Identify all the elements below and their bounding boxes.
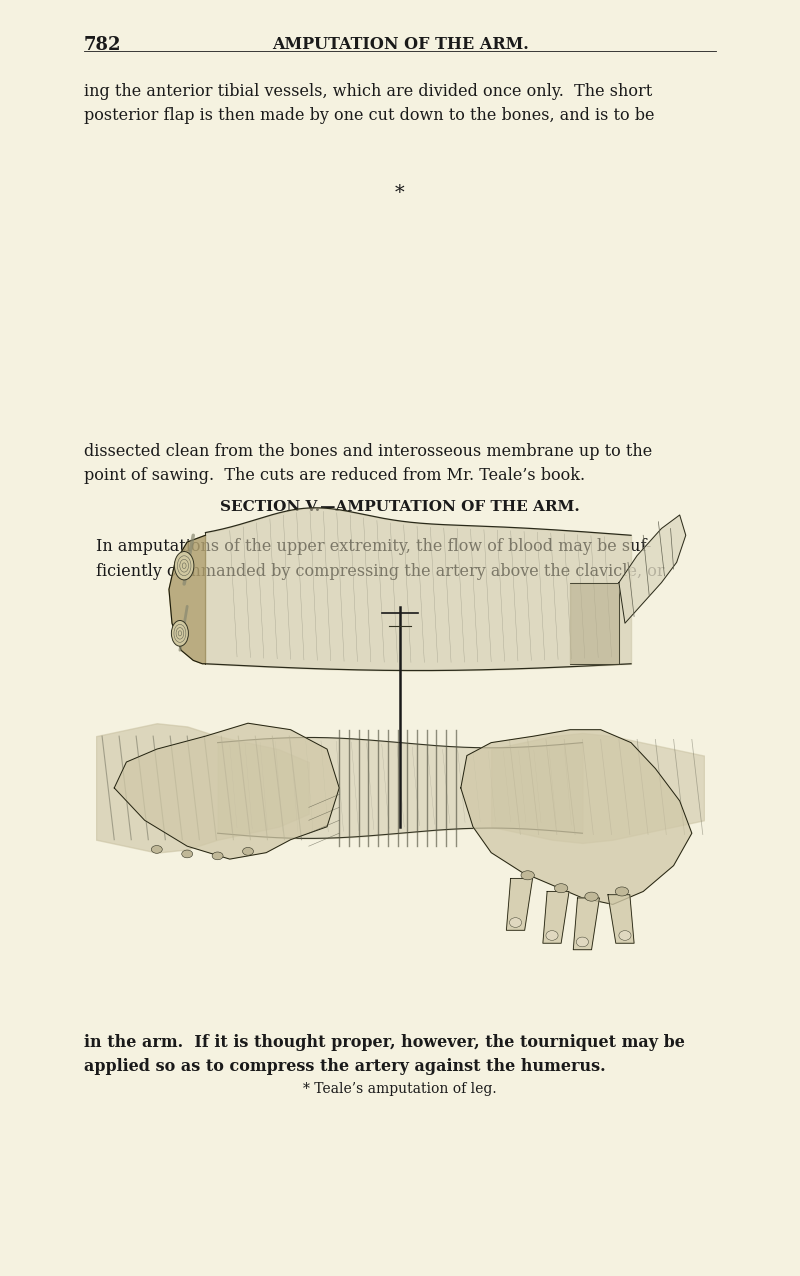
Text: * Teale’s amputation of leg.: * Teale’s amputation of leg. <box>303 1082 497 1096</box>
Polygon shape <box>169 536 206 664</box>
Polygon shape <box>114 723 339 859</box>
Text: in the arm.  If it is thought proper, however, the tourniquet may be
applied so : in the arm. If it is thought proper, how… <box>84 1034 685 1074</box>
Polygon shape <box>570 583 619 664</box>
Ellipse shape <box>521 870 534 880</box>
Text: In amputations of the upper extremity, the flow of blood may be suf-
ficiently c: In amputations of the upper extremity, t… <box>96 538 665 579</box>
Ellipse shape <box>151 846 162 854</box>
Ellipse shape <box>619 930 631 940</box>
Polygon shape <box>506 879 533 930</box>
Polygon shape <box>461 730 692 905</box>
Text: ing the anterior tibial vessels, which are divided once only.  The short
posteri: ing the anterior tibial vessels, which a… <box>84 83 654 124</box>
Ellipse shape <box>174 551 194 579</box>
Ellipse shape <box>171 620 189 646</box>
Text: *: * <box>395 184 405 202</box>
Ellipse shape <box>510 917 522 928</box>
Ellipse shape <box>576 937 589 947</box>
Text: SECTION V.—AMPUTATION OF THE ARM.: SECTION V.—AMPUTATION OF THE ARM. <box>220 500 580 514</box>
Ellipse shape <box>585 892 598 901</box>
Polygon shape <box>619 516 686 623</box>
Polygon shape <box>608 894 634 943</box>
Ellipse shape <box>546 930 558 940</box>
Text: 782: 782 <box>84 36 122 54</box>
Polygon shape <box>574 898 599 949</box>
Ellipse shape <box>554 884 568 893</box>
Text: dissected clean from the bones and interosseous membrane up to the
point of sawi: dissected clean from the bones and inter… <box>84 443 652 484</box>
Ellipse shape <box>182 850 193 857</box>
Text: AMPUTATION OF THE ARM.: AMPUTATION OF THE ARM. <box>272 36 528 52</box>
Ellipse shape <box>615 887 629 896</box>
Ellipse shape <box>212 852 223 860</box>
Polygon shape <box>543 892 569 943</box>
Ellipse shape <box>242 847 254 855</box>
